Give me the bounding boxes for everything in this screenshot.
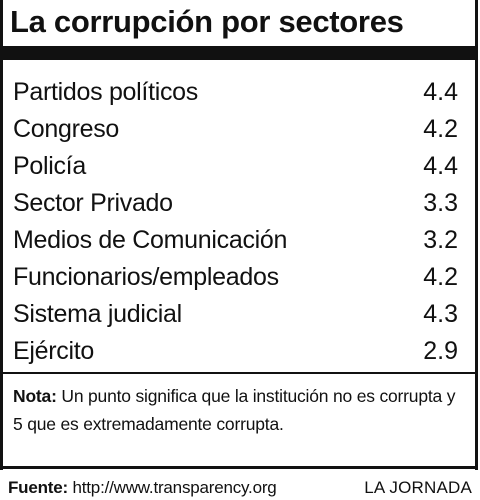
table-row: Medios de Comunicación 3.2	[0, 222, 478, 259]
source: Fuente: http://www.transparency.org	[8, 476, 277, 500]
sector-label: Policía	[13, 152, 86, 180]
score-value: 4.3	[423, 300, 458, 328]
note-text: Un punto significa que la institución no…	[13, 386, 456, 434]
sector-label: Medios de Comunicación	[13, 226, 288, 254]
sector-label: Sistema judicial	[13, 300, 182, 328]
table-row: Ejército 2.9	[0, 333, 478, 370]
score-value: 3.3	[423, 189, 458, 217]
score-value: 2.9	[423, 337, 458, 365]
chart-title: La corrupción por sectores	[10, 4, 404, 39]
right-border	[475, 0, 478, 470]
score-value: 4.4	[423, 152, 458, 180]
sector-label: Congreso	[13, 115, 119, 143]
note-divider	[0, 372, 478, 374]
table-row: Partidos políticos 4.4	[0, 74, 478, 111]
sector-label: Ejército	[13, 337, 94, 365]
table-row: Sistema judicial 4.3	[0, 296, 478, 333]
sector-label: Partidos políticos	[13, 78, 198, 106]
brand-credit: LA JORNADA	[364, 478, 472, 497]
source-url: http://www.transparency.org	[67, 478, 277, 497]
table-row: Funcionarios/empleados 4.2	[0, 259, 478, 296]
table-row: Sector Privado 3.3	[0, 185, 478, 222]
score-value: 4.2	[423, 263, 458, 291]
note: Nota: Un punto significa que la instituc…	[13, 382, 468, 438]
sector-table: Partidos políticos 4.4 Congreso 4.2 Policía 4…	[0, 74, 478, 370]
sector-label: Sector Privado	[13, 189, 173, 217]
title-rule	[0, 46, 478, 60]
note-label: Nota:	[13, 386, 57, 406]
score-value: 4.2	[423, 115, 458, 143]
sector-label: Funcionarios/empleados	[13, 263, 279, 291]
score-value: 3.2	[423, 226, 458, 254]
table-row: Policía 4.4	[0, 148, 478, 185]
table-row: Congreso 4.2	[0, 111, 478, 148]
source-label: Fuente:	[8, 478, 68, 497]
left-border	[0, 0, 3, 470]
footer-divider	[0, 466, 478, 469]
score-value: 4.4	[423, 78, 458, 106]
